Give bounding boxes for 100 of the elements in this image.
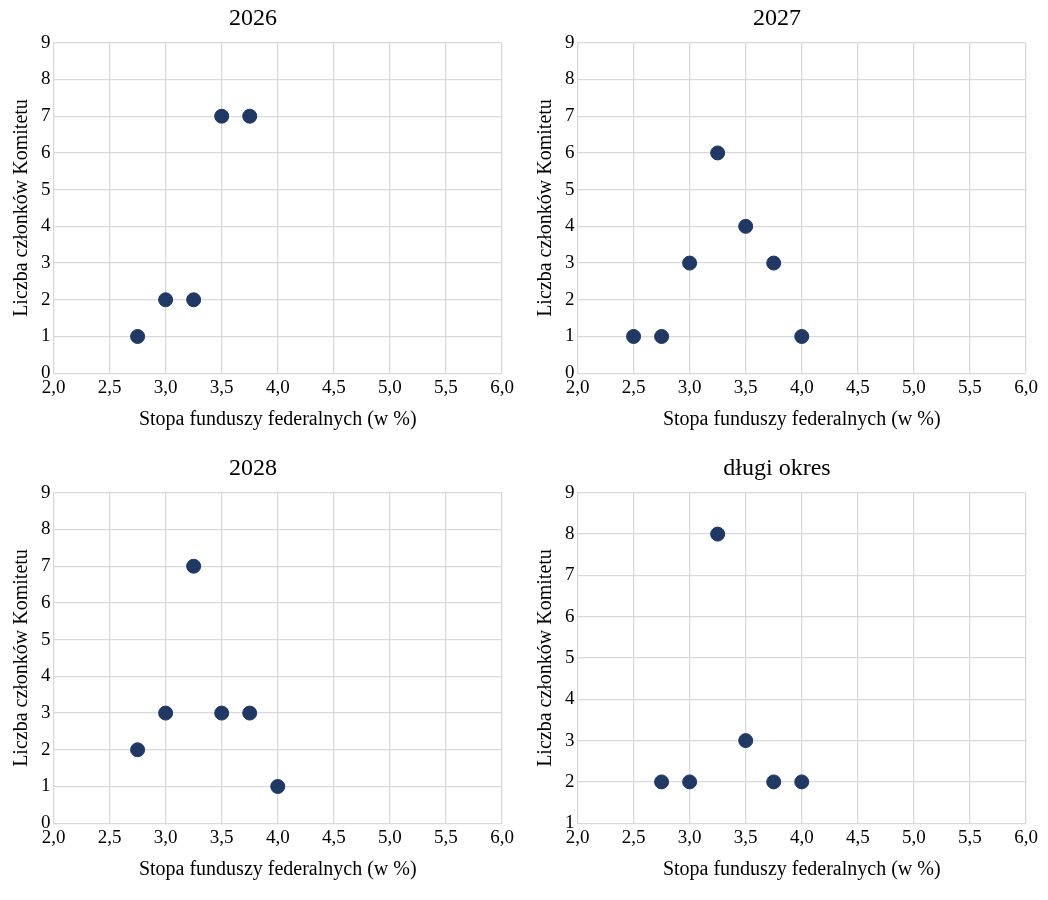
- point: [682, 774, 698, 790]
- y-tick-label: 7: [41, 554, 51, 576]
- point: [214, 705, 230, 721]
- y-tick-label: 2: [41, 287, 51, 309]
- x-tick-label: 2,5: [97, 825, 122, 847]
- x-tick-label: 3,5: [733, 825, 758, 847]
- x-tick-label: 5,0: [902, 825, 926, 847]
- y-tick-label: 8: [41, 517, 51, 539]
- point: [158, 705, 174, 721]
- y-axis-title: Liczba członków Komitetu: [9, 99, 32, 317]
- point: [710, 145, 726, 161]
- point: [654, 774, 670, 790]
- y-tick-label: 5: [565, 645, 575, 667]
- x-tick-label: 5,0: [378, 825, 402, 847]
- chart-title: 2028: [229, 453, 277, 480]
- point: [794, 328, 810, 344]
- point: [766, 255, 782, 271]
- point: [186, 558, 202, 574]
- point: [130, 742, 146, 758]
- point: [766, 774, 782, 790]
- y-tick-label: 5: [41, 177, 51, 199]
- point: [242, 705, 258, 721]
- x-tick-label: 2,5: [621, 825, 646, 847]
- x-tick-label: 5,5: [434, 375, 458, 397]
- point: [158, 292, 174, 308]
- y-tick-label: 5: [41, 627, 51, 649]
- point: [130, 328, 146, 344]
- point: [738, 218, 754, 234]
- y-tick-label: 3: [565, 728, 575, 750]
- point: [682, 255, 698, 271]
- x-tick-label: 3,5: [209, 375, 234, 397]
- y-tick-label: 1: [565, 324, 575, 346]
- x-axis-title: Stopa funduszy federalnych (w %): [662, 857, 941, 881]
- y-tick-label: 4: [41, 664, 51, 686]
- point: [710, 526, 726, 542]
- y-tick-label: 4: [565, 214, 575, 236]
- point: [654, 328, 670, 344]
- x-tick-label: 3,0: [153, 825, 178, 847]
- x-tick-label: 5,5: [958, 825, 982, 847]
- point: [186, 292, 202, 308]
- y-tick-label: 1: [41, 324, 51, 346]
- x-tick-label: 4,5: [321, 825, 346, 847]
- x-tick-label: 4,0: [789, 825, 814, 847]
- y-tick-label: 6: [41, 140, 51, 162]
- x-axis-title: Stopa funduszy federalnych (w %): [662, 407, 941, 431]
- x-tick-label: 3,0: [677, 375, 702, 397]
- x-tick-label: 3,5: [209, 825, 234, 847]
- x-tick-label: 2,5: [621, 375, 646, 397]
- y-tick-label: 7: [565, 563, 575, 585]
- y-axis-title: Liczba członków Komitetu: [533, 99, 556, 317]
- y-tick-label: 3: [565, 251, 575, 273]
- y-tick-label: 6: [41, 590, 51, 612]
- x-tick-label: 5,5: [434, 825, 458, 847]
- x-tick-label: 6,0: [490, 825, 514, 847]
- y-tick-label: 8: [565, 67, 575, 89]
- y-tick-label: 9: [41, 30, 51, 52]
- x-axis-title: Stopa funduszy federalnych (w %): [138, 857, 417, 881]
- x-tick-label: 2,5: [97, 375, 122, 397]
- y-tick-label: 6: [565, 604, 575, 626]
- y-tick-label: 4: [41, 214, 51, 236]
- x-tick-label: 3,0: [153, 375, 178, 397]
- y-tick-label: 8: [41, 67, 51, 89]
- y-axis-title: Liczba członków Komitetu: [533, 549, 556, 767]
- chart-title: długi okres: [723, 453, 831, 480]
- y-tick-label: 8: [565, 522, 575, 544]
- y-tick-label: 5: [565, 177, 575, 199]
- y-tick-label: 7: [41, 104, 51, 126]
- x-tick-label: 5,0: [902, 375, 926, 397]
- x-tick-label: 6,0: [1014, 375, 1038, 397]
- point: [242, 108, 258, 124]
- chart-title: 2027: [753, 3, 801, 30]
- chart-title: 2026: [229, 3, 277, 30]
- y-tick-label: 6: [565, 140, 575, 162]
- x-tick-label: 5,5: [958, 375, 982, 397]
- y-tick-label: 9: [565, 30, 575, 52]
- point: [794, 774, 810, 790]
- y-tick-label: 9: [41, 480, 51, 502]
- y-tick-label: 1: [41, 774, 51, 796]
- x-tick-label: 4,5: [321, 375, 346, 397]
- y-tick-label: 3: [41, 251, 51, 273]
- x-tick-label: 6,0: [490, 375, 514, 397]
- x-tick-label: 4,0: [265, 825, 290, 847]
- point: [270, 778, 286, 794]
- point: [738, 733, 754, 749]
- x-tick-label: 4,5: [845, 375, 870, 397]
- x-tick-label: 4,0: [265, 375, 290, 397]
- x-tick-label: 4,0: [789, 375, 814, 397]
- point: [214, 108, 230, 124]
- y-tick-label: 2: [41, 737, 51, 759]
- y-tick-label: 3: [41, 701, 51, 723]
- x-tick-label: 5,0: [378, 375, 402, 397]
- x-tick-label: 4,5: [845, 825, 870, 847]
- x-tick-label: 6,0: [1014, 825, 1038, 847]
- x-tick-label: 3,0: [677, 825, 702, 847]
- y-axis-title: Liczba członków Komitetu: [9, 549, 32, 767]
- x-axis-title: Stopa funduszy federalnych (w %): [138, 407, 417, 431]
- y-tick-label: 2: [565, 287, 575, 309]
- y-tick-label: 2: [565, 769, 575, 791]
- point: [626, 328, 642, 344]
- y-tick-label: 9: [565, 480, 575, 502]
